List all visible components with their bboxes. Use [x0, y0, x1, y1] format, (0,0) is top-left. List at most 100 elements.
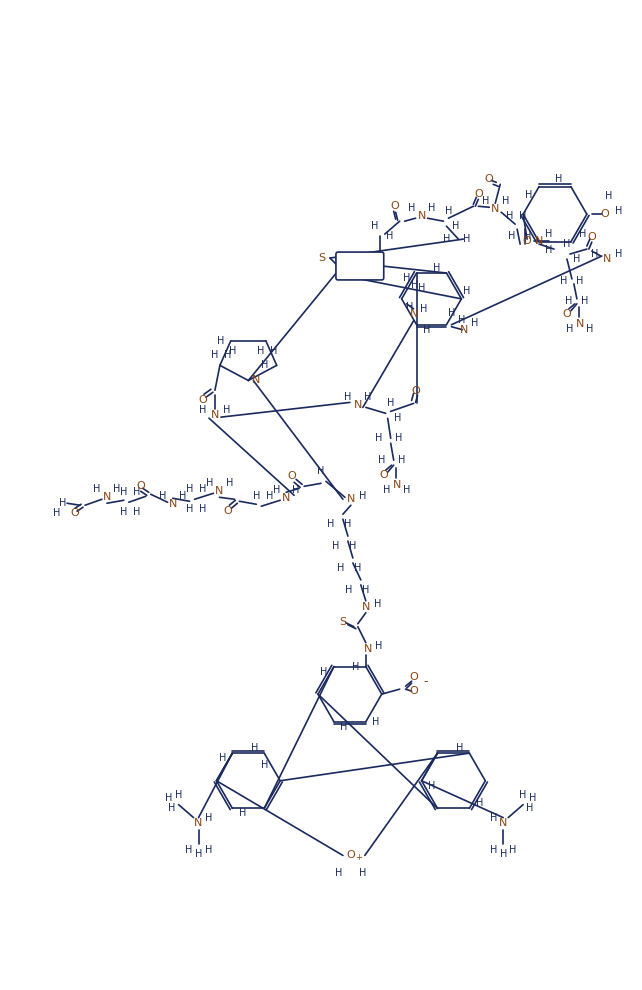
Text: H: H [398, 455, 405, 465]
Text: H: H [378, 455, 385, 465]
Text: +: + [356, 853, 362, 862]
Text: H: H [195, 849, 202, 859]
Text: H: H [452, 221, 459, 232]
Text: H: H [352, 661, 360, 671]
Text: N: N [215, 486, 223, 496]
Text: H: H [205, 845, 212, 855]
Text: O: O [474, 189, 483, 199]
Text: H: H [359, 491, 367, 501]
Text: H: H [133, 507, 141, 517]
Text: O: O [562, 309, 571, 319]
Text: H: H [560, 276, 568, 286]
Text: H: H [383, 485, 390, 495]
Text: H: H [563, 240, 571, 249]
Text: H: H [418, 283, 425, 293]
Text: O: O [379, 470, 388, 480]
Text: N: N [282, 493, 290, 503]
Text: H: H [211, 350, 219, 360]
Text: H: H [456, 743, 463, 753]
Text: H: H [60, 498, 67, 508]
Text: H: H [206, 478, 213, 488]
Text: H: H [317, 466, 325, 476]
Text: N: N [491, 204, 499, 214]
Text: O: O [523, 236, 532, 247]
Text: H: H [354, 563, 361, 573]
Text: N: N [576, 319, 584, 329]
Text: H: H [447, 308, 455, 318]
Text: O: O [223, 506, 232, 516]
Text: H: H [579, 229, 587, 239]
Text: H: H [395, 434, 403, 444]
Text: H: H [292, 485, 300, 495]
Text: H: H [387, 398, 394, 409]
Text: H: H [545, 245, 553, 254]
Text: H: H [165, 793, 172, 803]
Text: H: H [386, 231, 394, 242]
Text: O: O [198, 395, 207, 405]
Text: H: H [359, 868, 367, 878]
Text: H: H [403, 273, 410, 283]
Text: H: H [175, 790, 182, 800]
Text: H: H [576, 276, 584, 286]
Text: H: H [53, 508, 61, 518]
Text: H: H [591, 249, 598, 259]
Text: N: N [392, 480, 401, 490]
Text: H: H [226, 478, 233, 488]
Text: H: H [586, 324, 593, 334]
Text: H: H [403, 485, 410, 495]
Text: H: H [250, 743, 258, 753]
Text: H: H [428, 203, 435, 213]
Text: H: H [252, 491, 260, 501]
Text: H: H [471, 318, 478, 328]
Text: H: H [375, 641, 383, 650]
Text: O: O [587, 232, 596, 243]
Text: N: N [347, 494, 355, 504]
Text: H: H [490, 813, 497, 823]
Text: H: H [605, 191, 612, 201]
Text: H: H [219, 753, 226, 763]
Text: N: N [361, 602, 370, 612]
Text: N: N [354, 400, 362, 411]
Text: H: H [333, 542, 340, 551]
Text: H: H [501, 196, 509, 206]
Text: H: H [615, 249, 622, 259]
Text: H: H [525, 231, 532, 242]
Text: H: H [120, 487, 128, 497]
Text: O: O [71, 508, 80, 518]
Text: H: H [340, 722, 347, 732]
Text: H: H [335, 868, 343, 878]
Text: H: H [372, 717, 379, 727]
Text: H: H [530, 793, 537, 803]
Text: N: N [535, 236, 543, 247]
Text: H: H [508, 231, 516, 242]
Text: N: N [460, 325, 469, 335]
Text: H: H [223, 405, 230, 415]
Text: H: H [476, 798, 483, 809]
Text: H: H [344, 519, 352, 530]
Text: H: H [519, 790, 527, 800]
Text: N: N [499, 818, 507, 828]
Text: H: H [499, 849, 507, 859]
Text: H: H [566, 324, 573, 334]
Text: H: H [185, 845, 192, 855]
Text: H: H [345, 585, 352, 595]
Text: N: N [410, 309, 418, 319]
Text: H: H [224, 350, 232, 360]
Text: H: H [266, 491, 273, 501]
Text: H: H [394, 414, 401, 424]
Text: O: O [288, 471, 297, 481]
Text: H: H [239, 808, 246, 819]
Text: H: H [510, 845, 517, 855]
Text: N: N [363, 644, 372, 653]
Text: N: N [211, 410, 219, 420]
Text: H: H [375, 434, 383, 444]
Text: H: H [411, 280, 419, 290]
Text: O: O [347, 850, 355, 860]
Text: H: H [482, 196, 489, 206]
Text: H: H [371, 221, 378, 232]
Text: H: H [349, 542, 356, 551]
Text: H: H [337, 563, 345, 573]
Text: -: - [423, 675, 428, 688]
Text: H: H [615, 206, 622, 216]
Text: H: H [565, 296, 573, 306]
